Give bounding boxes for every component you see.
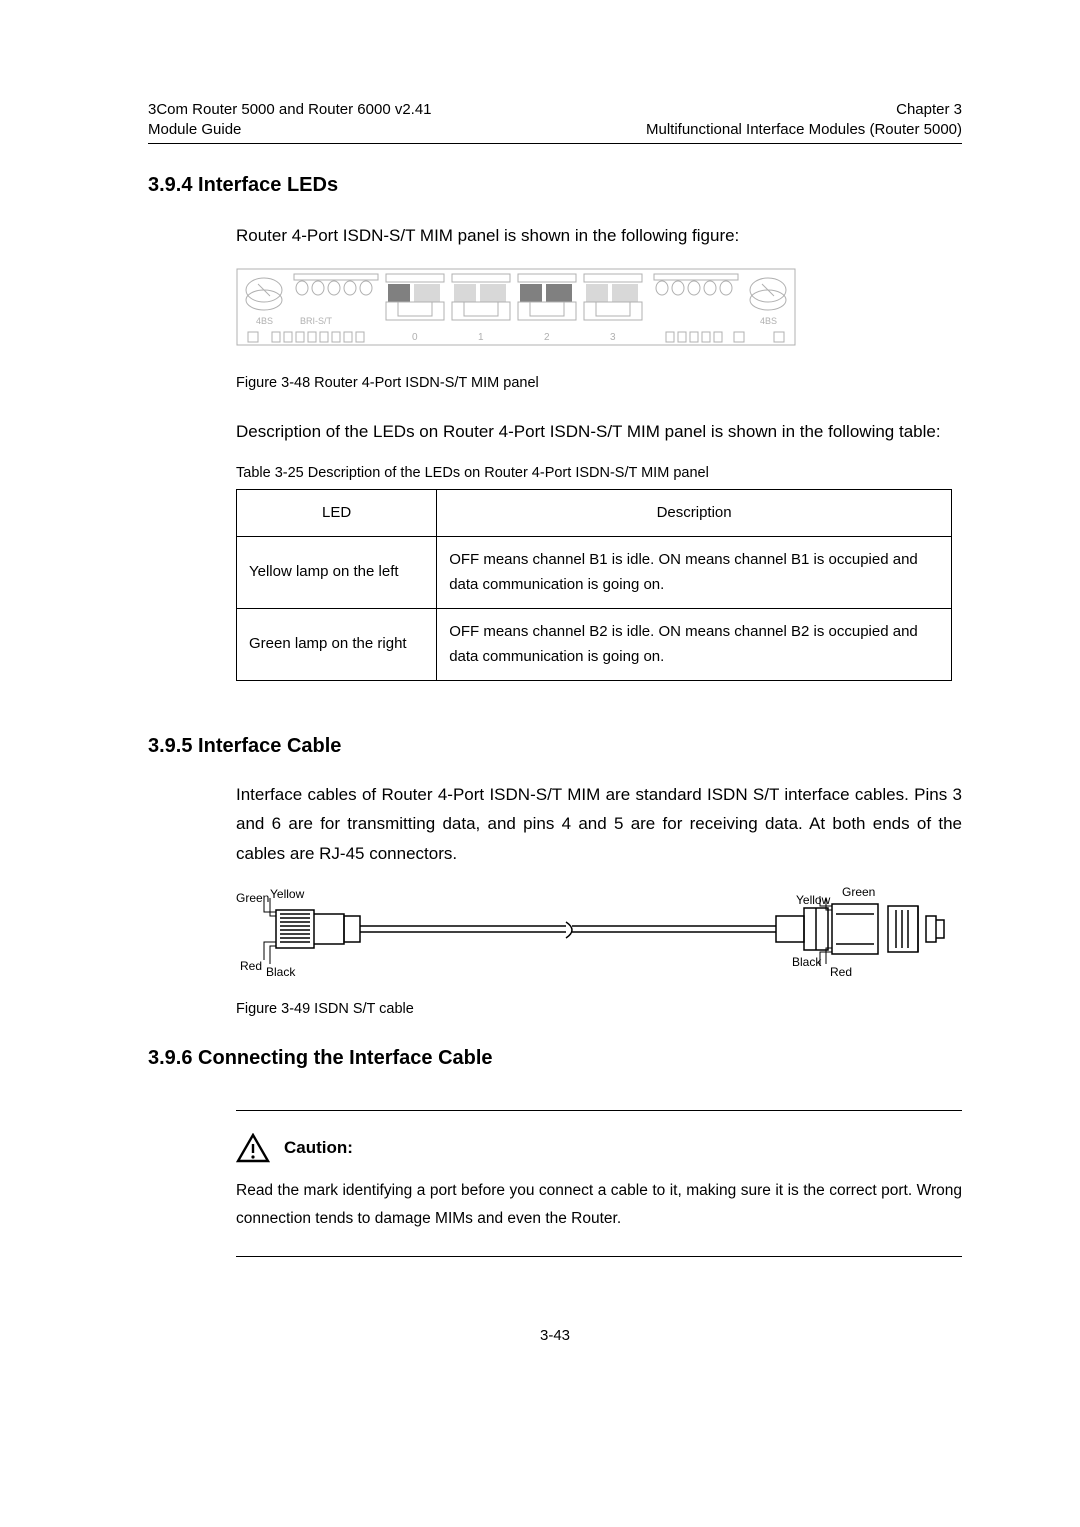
figure-3-48: 4BS BRI-S/T 4BS 0 1 2 3: [236, 268, 962, 351]
heading-394: 3.9.4 Interface LEDs: [148, 174, 962, 197]
figure-3-49: Green Yellow Red Black: [236, 886, 962, 983]
para-394-intro: Router 4-Port ISDN-S/T MIM panel is show…: [236, 221, 962, 251]
table-row: Yellow lamp on the left OFF means channe…: [237, 536, 952, 608]
table-header-row: LED Description: [237, 490, 952, 537]
para-394-desc: Description of the LEDs on Router 4-Port…: [236, 417, 962, 447]
label-4bs-right: 4BS: [760, 316, 777, 326]
cable-line: [360, 922, 776, 938]
right-led-group: [654, 274, 738, 295]
caution-text: Read the mark identifying a port before …: [236, 1177, 962, 1234]
panel-svg: 4BS BRI-S/T 4BS 0 1 2 3: [236, 268, 796, 346]
header-left-line2: Module Guide: [148, 120, 432, 140]
cell-desc: OFF means channel B1 is idle. ON means c…: [437, 536, 952, 608]
port-num-1: 1: [478, 332, 484, 343]
wire-yellow-left: Yellow: [270, 887, 305, 901]
caution-block: Caution: Read the mark identifying a por…: [236, 1110, 962, 1257]
header-left-line1: 3Com Router 5000 and Router 6000 v2.41: [148, 100, 432, 120]
label-bri: BRI-S/T: [300, 316, 333, 326]
right-connector: [776, 904, 944, 954]
led-table: LED Description Yellow lamp on the left …: [236, 489, 952, 681]
caption-tab-325: Table 3-25 Description of the LEDs on Ro…: [236, 465, 962, 481]
th-desc: Description: [437, 490, 952, 537]
header-right-line1: Chapter 3: [646, 100, 962, 120]
caution-label: Caution:: [284, 1138, 353, 1158]
header-right-line2: Multifunctional Interface Modules (Route…: [646, 120, 962, 140]
wire-red-left: Red: [240, 959, 262, 973]
wire-green-right: Green: [842, 886, 875, 899]
cell-led: Yellow lamp on the left: [237, 536, 437, 608]
page-header: 3Com Router 5000 and Router 6000 v2.41 M…: [148, 100, 962, 144]
wire-green-left: Green: [236, 891, 269, 905]
cell-desc: OFF means channel B2 is idle. ON means c…: [437, 608, 952, 680]
caption-fig-348: Figure 3-48 Router 4-Port ISDN-S/T MIM p…: [236, 375, 962, 391]
port-num-2: 2: [544, 332, 550, 343]
port-num-3: 3: [610, 332, 616, 343]
table-row: Green lamp on the right OFF means channe…: [237, 608, 952, 680]
wire-black-right: Black: [792, 955, 822, 969]
th-led: LED: [237, 490, 437, 537]
cable-svg: Green Yellow Red Black: [236, 886, 956, 978]
rj45-ports: [386, 274, 642, 320]
wire-red-right: Red: [830, 965, 852, 978]
header-left: 3Com Router 5000 and Router 6000 v2.41 M…: [148, 100, 432, 141]
caution-icon: [236, 1133, 270, 1163]
left-led-group: [294, 274, 378, 295]
page-container: 3Com Router 5000 and Router 6000 v2.41 M…: [0, 0, 1080, 1404]
wire-black-left: Black: [266, 965, 296, 978]
para-395: Interface cables of Router 4-Port ISDN-S…: [236, 780, 962, 869]
port-num-0: 0: [412, 332, 418, 343]
heading-395: 3.9.5 Interface Cable: [148, 735, 962, 758]
left-connector: [276, 910, 360, 948]
caption-fig-349: Figure 3-49 ISDN S/T cable: [236, 1001, 962, 1017]
header-right: Chapter 3 Multifunctional Interface Modu…: [646, 100, 962, 141]
caution-header: Caution:: [236, 1133, 962, 1163]
wire-yellow-right: Yellow: [796, 893, 831, 907]
page-number: 3-43: [148, 1327, 962, 1344]
heading-396: 3.9.6 Connecting the Interface Cable: [148, 1047, 962, 1070]
cell-led: Green lamp on the right: [237, 608, 437, 680]
label-4bs-left: 4BS: [256, 316, 273, 326]
